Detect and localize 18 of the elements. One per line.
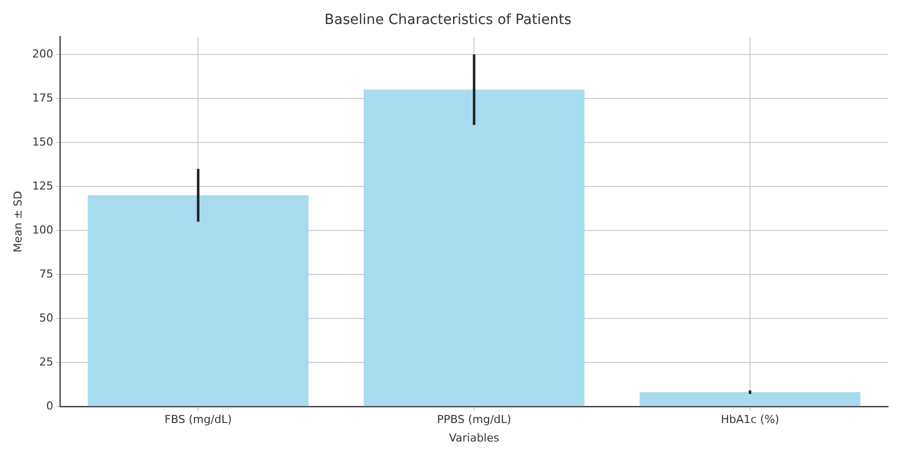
y-tick-label: 100	[32, 223, 54, 236]
y-tick-label: 150	[32, 135, 54, 148]
y-tick-label: 50	[39, 311, 54, 324]
y-tick-label: 75	[39, 267, 54, 280]
x-tick-label: FBS (mg/dL)	[164, 413, 232, 426]
x-axis-title: Variables	[448, 431, 500, 444]
x-tick-label: PPBS (mg/dL)	[436, 413, 512, 426]
y-tick-label: 125	[32, 179, 54, 192]
y-tick-label: 25	[39, 355, 54, 368]
y-tick-label: 175	[32, 91, 54, 104]
bar	[640, 392, 860, 406]
y-tick-label: 200	[32, 47, 54, 60]
chart-title: Baseline Characteristics of Patients	[324, 12, 572, 28]
y-tick-label: 0	[46, 399, 54, 412]
bar	[88, 195, 309, 406]
y-axis-title: Mean ± SD	[11, 190, 24, 253]
x-tick-label: HbA1c (%)	[720, 413, 780, 426]
bar	[364, 90, 584, 406]
